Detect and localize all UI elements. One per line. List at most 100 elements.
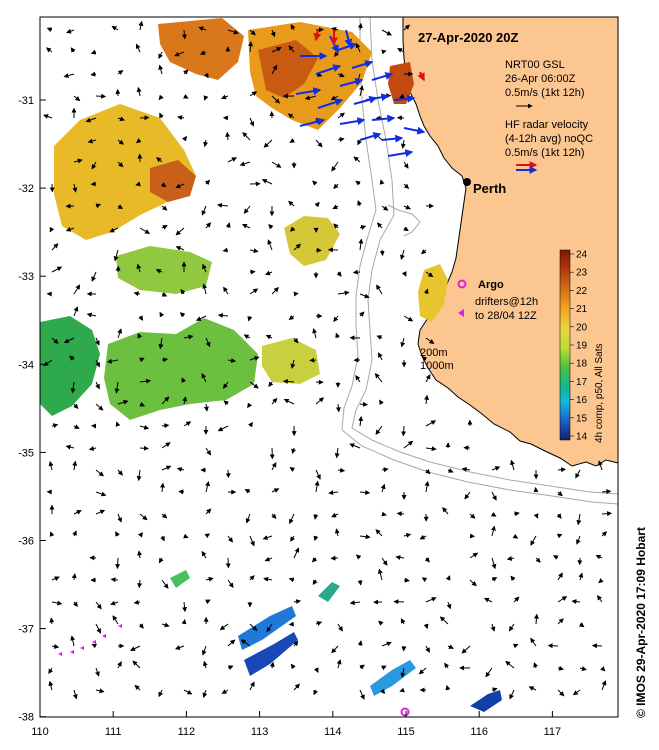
gsl-arrow bbox=[87, 138, 97, 144]
gsl-arrow bbox=[375, 529, 383, 537]
gsl-arrow bbox=[557, 618, 564, 625]
gsl-arrow bbox=[156, 157, 163, 163]
gsl-arrow bbox=[91, 643, 98, 649]
gsl-arrow bbox=[137, 550, 143, 559]
gsl-arrow bbox=[160, 182, 167, 188]
gsl-arrow bbox=[227, 639, 236, 647]
gsl-arrow bbox=[249, 535, 255, 547]
gsl-arrow bbox=[425, 446, 437, 452]
gsl-arrow bbox=[117, 513, 122, 523]
gsl-arrow bbox=[176, 467, 185, 472]
gsl-arrow bbox=[355, 554, 362, 560]
gsl-arrow bbox=[425, 645, 430, 653]
hf-radar-arrow-red bbox=[313, 29, 322, 42]
gsl-arrow bbox=[175, 227, 185, 236]
gsl-arrow bbox=[601, 531, 608, 537]
gsl-arrow bbox=[359, 534, 371, 540]
gsl-arrow bbox=[381, 511, 387, 517]
gsl-arrow bbox=[359, 85, 364, 97]
gsl-arrow bbox=[313, 667, 319, 673]
gsl-arrow bbox=[139, 424, 150, 430]
legend-gsl-line1: NRT00 GSL bbox=[505, 59, 565, 71]
gsl-arrow bbox=[576, 535, 581, 545]
gsl-arrow bbox=[400, 667, 406, 678]
gsl-arrow bbox=[51, 643, 60, 649]
gsl-arrow bbox=[491, 577, 498, 582]
colorbar-tick-label: 17 bbox=[576, 377, 588, 388]
gsl-arrow bbox=[400, 139, 406, 149]
gsl-arrow bbox=[446, 601, 452, 610]
gsl-arrow bbox=[288, 315, 295, 320]
gsl-arrow bbox=[491, 687, 498, 693]
gsl-arrow bbox=[161, 396, 170, 405]
gsl-arrow bbox=[598, 578, 604, 584]
gsl-arrow bbox=[243, 205, 251, 214]
gsl-arrow bbox=[265, 334, 273, 340]
gsl-arrow bbox=[424, 480, 430, 493]
hf-radar-arrow bbox=[403, 126, 426, 135]
gsl-arrow bbox=[314, 480, 320, 493]
hf-radar-arrow bbox=[339, 77, 364, 87]
gsl-arrow bbox=[265, 270, 273, 276]
gsl-arrow bbox=[313, 513, 319, 520]
gsl-arrow bbox=[399, 93, 405, 99]
gsl-arrow bbox=[115, 557, 121, 570]
gsl-arrow bbox=[600, 666, 606, 672]
gsl-arrow bbox=[138, 20, 144, 31]
gsl-arrow bbox=[161, 423, 170, 429]
sst-patch-south-green bbox=[104, 318, 258, 420]
colorbar-scale bbox=[559, 249, 571, 441]
gsl-arrow bbox=[117, 161, 124, 168]
gsl-arrow bbox=[135, 43, 141, 53]
gsl-arrow bbox=[90, 71, 97, 77]
gsl-arrow bbox=[201, 205, 207, 216]
gsl-arrow bbox=[205, 599, 211, 605]
gsl-arrow bbox=[293, 337, 299, 344]
gsl-arrow bbox=[198, 26, 207, 32]
gsl-arrow bbox=[395, 555, 405, 560]
gsl-arrow bbox=[243, 334, 251, 340]
gsl-arrow bbox=[447, 468, 454, 473]
gsl-arrow bbox=[177, 115, 185, 121]
gsl-arrow bbox=[357, 22, 363, 31]
gsl-arrow bbox=[199, 50, 207, 55]
hf-radar-arrow bbox=[371, 114, 396, 123]
gsl-arrow bbox=[330, 95, 339, 101]
gsl-arrow bbox=[289, 138, 295, 143]
gsl-arrow bbox=[66, 28, 75, 34]
gsl-arrow bbox=[418, 667, 427, 675]
gsl-arrow bbox=[271, 287, 279, 295]
gsl-arrow bbox=[290, 23, 296, 31]
gsl-arrow bbox=[49, 617, 55, 625]
gsl-arrow bbox=[137, 579, 143, 589]
lat-tick-label: -38 bbox=[18, 712, 34, 724]
gsl-arrow bbox=[271, 95, 281, 104]
gsl-arrow bbox=[161, 357, 169, 363]
gsl-arrow bbox=[271, 488, 280, 493]
gsl-arrow bbox=[447, 644, 454, 649]
gsl-arrow bbox=[139, 401, 146, 407]
gsl-arrow bbox=[216, 202, 229, 208]
gsl-arrow bbox=[72, 183, 78, 193]
sst-patch-rottnest bbox=[418, 264, 448, 322]
gsl-arrow bbox=[174, 51, 185, 57]
gsl-arrow bbox=[355, 180, 361, 186]
sst-patch-north-orange-b bbox=[158, 18, 244, 80]
gsl-arrow bbox=[491, 557, 497, 570]
lat-tick-label: -32 bbox=[18, 183, 34, 195]
gsl-arrow bbox=[424, 394, 430, 405]
gsl-arrow bbox=[401, 425, 407, 437]
gsl-arrow bbox=[111, 25, 119, 31]
colorbar-tick-label: 24 bbox=[576, 250, 588, 261]
gsl-arrow bbox=[138, 623, 144, 629]
gsl-arrow bbox=[219, 623, 229, 631]
bathymetry-contours bbox=[341, 16, 619, 505]
colorbar-title: 4h comp, p50, All Sats bbox=[594, 343, 605, 443]
gsl-arrow bbox=[269, 661, 275, 669]
sst-patch-west-yellow bbox=[54, 104, 196, 240]
gsl-arrow bbox=[601, 680, 607, 691]
gsl-arrow bbox=[160, 482, 166, 493]
gsl-arrow bbox=[95, 403, 104, 411]
gsl-arrow bbox=[247, 315, 253, 322]
colorbar-tick-label: 16 bbox=[576, 395, 588, 406]
